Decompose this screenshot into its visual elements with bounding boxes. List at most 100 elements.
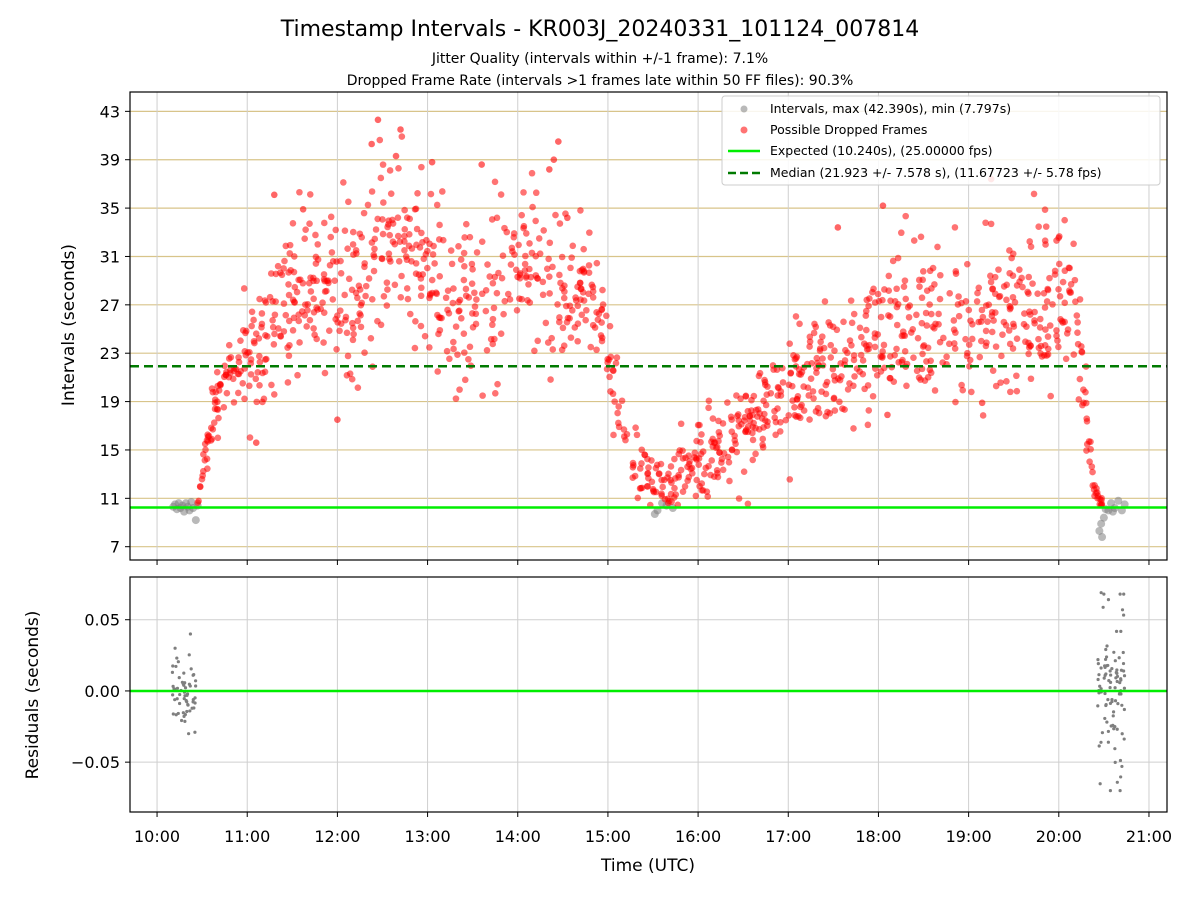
dropped-frame-point <box>419 239 426 246</box>
dropped-frame-point <box>818 388 825 395</box>
dropped-frame-point <box>487 335 495 343</box>
dropped-frame-point <box>1043 298 1051 305</box>
dropped-frame-point <box>902 212 909 220</box>
dropped-frame-point <box>987 272 994 280</box>
dropped-frame-point <box>606 322 614 330</box>
dropped-frame-point <box>287 266 294 274</box>
dropped-frame-point <box>557 279 564 287</box>
bottom-y-axis-label: Residuals (seconds) <box>23 611 43 780</box>
dropped-frame-point <box>833 326 841 334</box>
dropped-frame-point <box>357 323 365 331</box>
dropped-frame-point <box>1087 445 1094 453</box>
dropped-frame-point <box>320 275 328 283</box>
dropped-frame-point <box>484 261 491 268</box>
dropped-frame-point <box>528 169 536 177</box>
dropped-frame-point <box>715 428 723 436</box>
dropped-frame-point <box>968 388 975 396</box>
dropped-frame-point <box>809 388 817 395</box>
dropped-frame-point <box>1031 308 1038 316</box>
dropped-frame-point <box>823 378 831 386</box>
dropped-frame-point <box>696 482 703 490</box>
dropped-frame-point <box>491 178 499 186</box>
dropped-frame-point <box>362 282 370 290</box>
dropped-frame-point <box>633 431 641 439</box>
dropped-frame-point <box>280 300 288 307</box>
dropped-frame-point <box>452 323 460 330</box>
dropped-frame-point <box>599 286 606 294</box>
dropped-frame-point <box>461 376 469 384</box>
dropped-frame-point <box>500 310 507 318</box>
dropped-frame-point <box>567 334 575 341</box>
residual-point <box>1106 597 1111 602</box>
dropped-frame-point <box>230 399 238 406</box>
dropped-frame-point <box>1022 338 1029 346</box>
dropped-frame-point <box>1041 237 1049 244</box>
dropped-frame-point <box>303 323 310 330</box>
interval-point <box>1097 519 1106 528</box>
chart-subtitle-jitter: Jitter Quality (intervals within +/-1 fr… <box>431 51 768 67</box>
dropped-frame-point <box>371 245 378 253</box>
legend-marker-dropped <box>740 126 748 134</box>
dropped-frame-point <box>827 354 835 361</box>
residual-point <box>1111 710 1116 714</box>
residual-point <box>192 672 196 677</box>
dropped-frame-point <box>321 219 328 227</box>
dropped-frame-point <box>692 492 700 500</box>
dropped-frame-point <box>458 315 465 322</box>
dropped-frame-point <box>851 373 858 380</box>
dropped-frame-point <box>504 290 512 298</box>
dropped-frame-point <box>821 298 829 305</box>
dropped-frame-point <box>1054 337 1061 344</box>
dropped-frame-point <box>1018 274 1025 282</box>
dropped-frame-point <box>813 354 821 362</box>
dropped-frame-point <box>1006 305 1014 313</box>
dropped-frame-point <box>262 356 269 363</box>
dropped-frame-point <box>408 258 415 265</box>
dropped-frame-point <box>567 264 574 272</box>
residual-y-tick-label: 0.00 <box>84 682 120 701</box>
dropped-frame-point <box>856 324 864 332</box>
dropped-frame-point <box>556 220 564 227</box>
dropped-frame-point <box>345 275 353 283</box>
dropped-frame-point <box>302 301 309 308</box>
residual-point <box>171 693 175 697</box>
dropped-frame-point <box>246 382 253 390</box>
dropped-frame-point <box>350 330 357 338</box>
dropped-frame-point <box>850 382 857 390</box>
residual-point <box>171 664 175 668</box>
residual-point <box>1115 727 1119 731</box>
dropped-frame-point <box>556 271 563 279</box>
dropped-frame-point <box>534 337 542 345</box>
dropped-frame-point <box>726 477 733 485</box>
dropped-frame-point <box>805 392 813 399</box>
dropped-frame-point <box>1011 299 1019 306</box>
dropped-frame-point <box>962 298 970 305</box>
dropped-frame-point <box>383 302 391 309</box>
residual-point <box>1108 701 1113 706</box>
dropped-frame-point <box>877 368 885 375</box>
dropped-frame-point <box>891 298 899 305</box>
dropped-frame-point <box>919 350 926 358</box>
residual-point <box>1118 592 1122 596</box>
dropped-frame-point <box>237 337 244 344</box>
dropped-frame-point <box>1035 223 1042 231</box>
dropped-frame-point <box>834 224 842 231</box>
legend: Intervals, max (42.390s), min (7.797s) P… <box>721 95 1161 186</box>
dropped-frame-point <box>462 285 470 293</box>
dropped-frame-point <box>1056 293 1064 300</box>
dropped-frame-point <box>597 332 605 339</box>
dropped-frame-point <box>225 373 233 381</box>
dropped-frame-point <box>295 317 303 325</box>
dropped-frame-point <box>629 463 637 471</box>
dropped-frame-point <box>744 428 752 436</box>
dropped-frame-point <box>612 359 620 367</box>
dropped-frame-point <box>478 161 485 168</box>
dropped-frame-point <box>720 450 728 457</box>
dropped-frame-point <box>491 390 499 397</box>
dropped-frame-point <box>473 249 481 256</box>
dropped-frame-point <box>376 136 384 144</box>
dropped-frame-point <box>418 229 425 237</box>
dropped-frame-point <box>787 370 794 377</box>
dropped-frame-point <box>240 285 248 292</box>
dropped-frame-point <box>604 355 611 363</box>
